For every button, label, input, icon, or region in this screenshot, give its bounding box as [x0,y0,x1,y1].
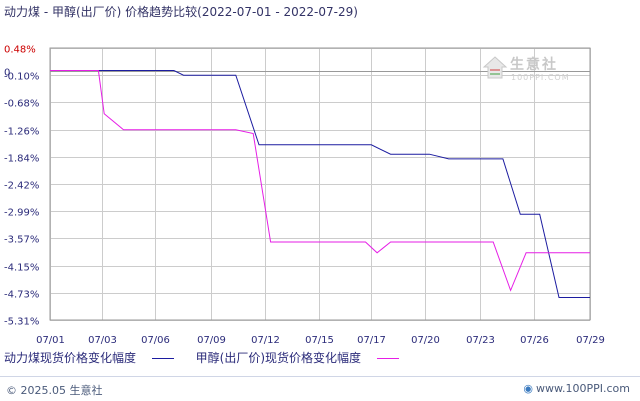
x-tick-label: 07/26 [520,335,549,346]
watermark: 生意社 100PPI.COM [480,52,580,86]
footer-url[interactable]: ◉ www.100PPI.com [523,382,630,395]
x-tick-label: 07/06 [141,335,170,346]
grid-layer [50,48,591,321]
legend-swatch-series-2 [376,358,399,359]
label-layer: 0.48% -0.10% -0.68% -1.26% -1.84% -2.42% -2.99… [4,45,605,347]
x-tick-label: 07/03 [88,335,117,346]
x-tick-label: 07/29 [576,335,605,346]
x-tick-label: 07/12 [251,335,280,346]
x-tick-label: 07/17 [357,335,386,346]
series-line-1 [50,70,590,298]
legend: 动力煤现货价格变化幅度 甲醇(出厂价)现货价格变化幅度 [4,349,417,366]
footer: © 2025.05 生意社 ◉ www.100PPI.com [0,376,640,401]
y-tick-label: -1.84% [4,154,39,165]
watermark-brand: 生意社 [510,57,558,73]
x-tick-label: 07/20 [411,335,440,346]
y-tick-label: -3.57% [4,235,39,246]
y-tick-label: -2.42% [4,181,39,192]
watermark-house-icon [482,56,508,79]
legend-label-series-2: 甲醇(出厂价)现货价格变化幅度 [195,351,362,365]
legend-item-series-2: 甲醇(出厂价)现货价格变化幅度 [196,349,399,366]
x-tick-label: 07/01 [36,335,65,346]
plot-frame [49,47,591,321]
y-tick-label: -5.31% [4,317,39,328]
zero-label: 0 [4,68,10,79]
x-tick-label: 07/23 [466,335,495,346]
legend-item-series-1: 动力煤现货价格变化幅度 [4,349,174,366]
y-tick-label: -0.10% [4,72,39,83]
x-tick-label: 07/09 [197,335,226,346]
legend-label-series-1: 动力煤现货价格变化幅度 [4,351,137,365]
series-layer [50,70,590,298]
series-line-2 [50,70,590,292]
watermark-url: 100PPI.COM [511,73,570,82]
y-tick-label: -2.99% [4,208,39,219]
y-tick-label: -4.15% [4,263,39,274]
x-tick-label: 07/15 [305,335,334,346]
y-tick-label: -1.26% [4,127,39,138]
chart-title: 动力煤 - 甲醇(出厂价) 价格趋势比较(2022-07-01 - 2022-0… [4,5,358,19]
y-tick-label: 0.48% [4,45,36,56]
legend-swatch-series-1 [151,358,174,359]
footer-url-text: www.100PPI.com [536,382,630,395]
globe-icon: ◉ [523,382,534,395]
y-tick-label: -0.68% [4,99,39,110]
y-tick-label: -4.73% [4,290,39,301]
footer-copyright: © 2025.05 生意社 [6,384,103,397]
